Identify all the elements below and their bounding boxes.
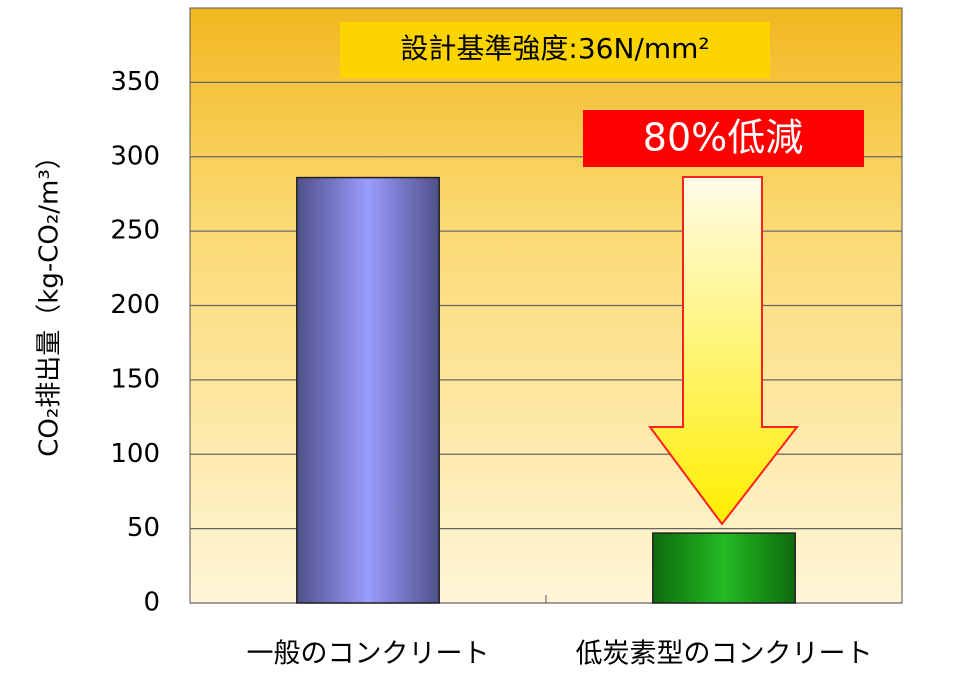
annotation: 80%低減: [643, 116, 803, 160]
y-tick-label: 350: [110, 67, 160, 97]
bar: [652, 532, 796, 604]
y-tick-label: 200: [110, 290, 160, 320]
y-tick-label: 150: [110, 364, 160, 394]
bar: [296, 176, 440, 604]
y-tick-label: 0: [143, 588, 160, 618]
y-tick-label: 250: [110, 216, 160, 246]
reduction-arrow: [648, 176, 800, 526]
chart-title: 設計基準強度:36N/mm²: [400, 32, 709, 65]
y-axis-label: CO₂排出量（kg-CO₂/m³）: [35, 143, 65, 457]
x-tick-label: 一般のコンクリート: [247, 639, 490, 670]
y-tick-label: 50: [127, 513, 160, 543]
y-tick-label: 100: [110, 439, 160, 469]
title-box: [340, 22, 770, 78]
x-tick-label: 低炭素型のコンクリート: [576, 639, 873, 670]
annotation-box: [583, 110, 864, 167]
y-tick-label: 300: [110, 141, 160, 171]
